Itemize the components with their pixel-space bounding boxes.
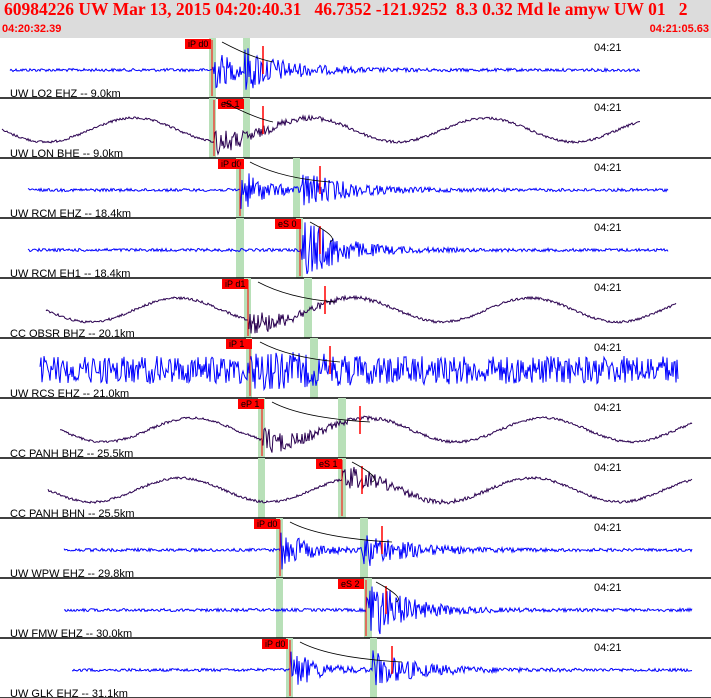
pick-flag[interactable]: [226, 339, 252, 349]
coda-curve: [223, 101, 274, 123]
time-tick-label: 04:21: [594, 282, 622, 294]
time-tick-label: 04:21: [594, 642, 622, 654]
trace-row: iP d0 04:21 UW GLK EHZ -- 31.1km: [0, 638, 711, 698]
pick-label: eS 1: [221, 99, 240, 109]
trace-row: eP 1 04:21 CC PANH BHZ -- 25.5km: [0, 398, 711, 460]
pick-label: eS 2: [341, 579, 360, 589]
station-label: UW LON BHE -- 9.0km: [10, 148, 123, 160]
pick-flag[interactable]: [262, 639, 288, 649]
waveform: [63, 586, 693, 635]
waveform: [1, 114, 640, 156]
time-tick-label: 04:21: [594, 402, 622, 414]
pick-flag[interactable]: [275, 219, 301, 229]
s-window-band: [360, 518, 368, 578]
s-window-band: [364, 578, 372, 638]
station-label: CC OBSR BHZ -- 20.1km: [10, 328, 135, 340]
coda-curve: [289, 521, 393, 543]
time-tick-label: 04:21: [594, 582, 622, 594]
s-window-band: [310, 338, 318, 398]
s-window-band: [243, 38, 250, 98]
coda-curve: [259, 341, 341, 363]
coda-curve: [249, 161, 331, 183]
s-window-band: [243, 98, 250, 158]
time-tick-label: 04:21: [594, 342, 622, 354]
time-tick-label: 04:21: [594, 102, 622, 114]
pick-label: eP 1: [241, 399, 259, 409]
p-window-band: [276, 578, 283, 638]
time-tick-label: 04:21: [594, 42, 622, 54]
pick-label: eS 1: [319, 459, 338, 469]
trace-row: iP d1 04:21 CC OBSR BHZ -- 20.1km: [0, 278, 711, 340]
pick-flag[interactable]: [238, 399, 264, 409]
coda-curve: [271, 401, 371, 423]
trace-row: iP d0 04:21 UW LO2 EHZ -- 9.0km: [0, 38, 711, 100]
station-label: CC PANH BHZ -- 25.5km: [10, 448, 133, 460]
s-window-band: [338, 398, 346, 458]
coda-curve: [351, 461, 375, 483]
time-tick-label: 04:21: [594, 222, 622, 234]
pick-label: iP d0: [188, 39, 208, 49]
trace-row: eS 2 04:21 UW FMW EHZ -- 30.0km: [0, 578, 711, 640]
waveform: [59, 415, 693, 453]
time-tick-label: 04:21: [594, 462, 622, 474]
pick-label: iP 1: [229, 339, 244, 349]
waveform: [27, 173, 669, 209]
pick-label: eS 0: [278, 219, 297, 229]
trace-row: iP 1 04:21 UW RCS EHZ -- 21.0km: [0, 338, 711, 400]
waveform: [63, 532, 693, 570]
station-label: UW LO2 EHZ -- 9.0km: [10, 88, 121, 100]
coda-curve: [257, 281, 336, 303]
waveform: [27, 222, 669, 275]
station-label: UW FMW EHZ -- 30.0km: [10, 628, 132, 640]
station-label: UW RCM EH1 -- 18.4km: [10, 268, 130, 280]
trace-row: iP d0 04:21 UW RCM EHZ -- 18.4km: [0, 158, 711, 220]
waveform: [45, 294, 677, 334]
pick-flag[interactable]: [222, 279, 248, 289]
event-header: 60984226 UW Mar 13, 2015 04:20:40.31 46.…: [0, 0, 711, 38]
trace-row: eS 0 04:21 UW RCM EH1 -- 18.4km: [0, 218, 711, 280]
pick-label: iP d0: [221, 159, 241, 169]
p-window-band: [209, 98, 216, 158]
station-label: CC PANH BHN -- 25.5km: [10, 508, 134, 520]
pick-label: iP d0: [265, 639, 285, 649]
p-window-band: [258, 458, 265, 518]
waveform: [39, 352, 679, 392]
window-start-time: 04:20:32.39: [2, 23, 62, 35]
p-window-band: [236, 218, 244, 278]
station-label: UW RCS EHZ -- 21.0km: [10, 388, 129, 400]
coda-curve: [299, 641, 403, 663]
trace-row: iP d0 04:21 UW WPW EHZ -- 29.8km: [0, 518, 711, 580]
waveform: [9, 48, 641, 90]
s-window-band: [370, 638, 377, 698]
pick-flag[interactable]: [254, 519, 280, 529]
time-tick-label: 04:21: [594, 162, 622, 174]
pick-flag[interactable]: [218, 159, 244, 169]
trace-row: eS 1 04:21 UW LON BHE -- 9.0km: [0, 98, 711, 160]
trace-row: eS 1 04:21 CC PANH BHN -- 25.5km: [0, 458, 711, 520]
waveform: [71, 650, 693, 686]
pick-flag[interactable]: [338, 579, 364, 589]
waveform: [47, 466, 693, 505]
pick-label: iP d1: [225, 279, 245, 289]
station-label: UW WPW EHZ -- 29.8km: [10, 568, 134, 580]
coda-curve: [221, 41, 274, 63]
coda-curve: [375, 581, 399, 603]
time-tick-label: 04:21: [594, 522, 622, 534]
coda-curve: [309, 221, 333, 243]
station-label: UW GLK EHZ -- 31.1km: [10, 688, 128, 698]
pick-flag[interactable]: [316, 459, 342, 469]
pick-label: iP d0: [257, 519, 277, 529]
pick-flag[interactable]: [218, 99, 244, 109]
window-end-time: 04:21:05.63: [649, 23, 709, 35]
pick-flag[interactable]: [185, 39, 211, 49]
s-window-band: [304, 278, 312, 338]
event-title: 60984226 UW Mar 13, 2015 04:20:40.31 46.…: [4, 0, 688, 19]
station-label: UW RCM EHZ -- 18.4km: [10, 208, 131, 220]
